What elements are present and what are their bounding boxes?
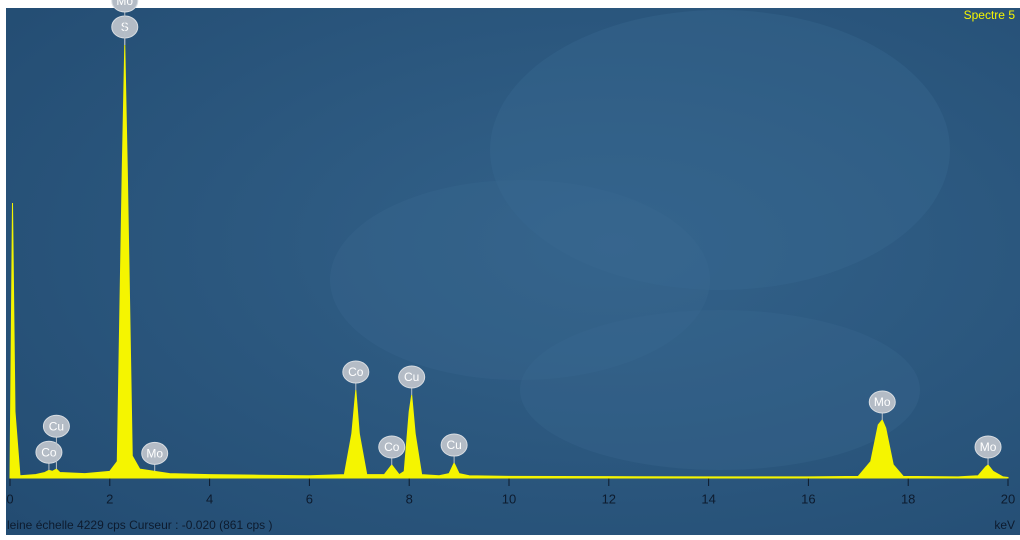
x-unit: keV (994, 518, 1015, 532)
x-tick-label: 4 (206, 491, 213, 506)
peak-label: Cu (404, 370, 419, 384)
x-tick-label: 18 (901, 491, 915, 506)
peak-label: Mo (116, 0, 133, 8)
x-tick-label: 10 (502, 491, 516, 506)
x-tick-label: 6 (306, 491, 313, 506)
status-text: leine échelle 4229 cps Curseur : -0.020 … (7, 518, 272, 532)
peak-label: Co (41, 445, 57, 459)
spectrum-window: Spectre 5 keV leine échelle 4229 cps Cur… (0, 0, 1020, 535)
x-tick-label: 14 (701, 491, 715, 506)
x-tick-label: 16 (801, 491, 815, 506)
x-tick-label: 20 (1001, 491, 1015, 506)
peak-label: Co (348, 365, 364, 379)
peak-label: Cu (446, 438, 461, 452)
x-tick-label: 8 (406, 491, 413, 506)
peak-label: Cu (49, 419, 64, 433)
x-tick-label: 0 (6, 491, 13, 506)
spectrum-title: Spectre 5 (964, 8, 1016, 22)
peak-label: Mo (874, 395, 891, 409)
background-texture (520, 310, 920, 470)
x-tick-label: 12 (602, 491, 616, 506)
peak-label: Co (384, 440, 400, 454)
peak-label: Mo (980, 440, 997, 454)
peak-label: Mo (146, 447, 163, 461)
x-tick-label: 2 (106, 491, 113, 506)
